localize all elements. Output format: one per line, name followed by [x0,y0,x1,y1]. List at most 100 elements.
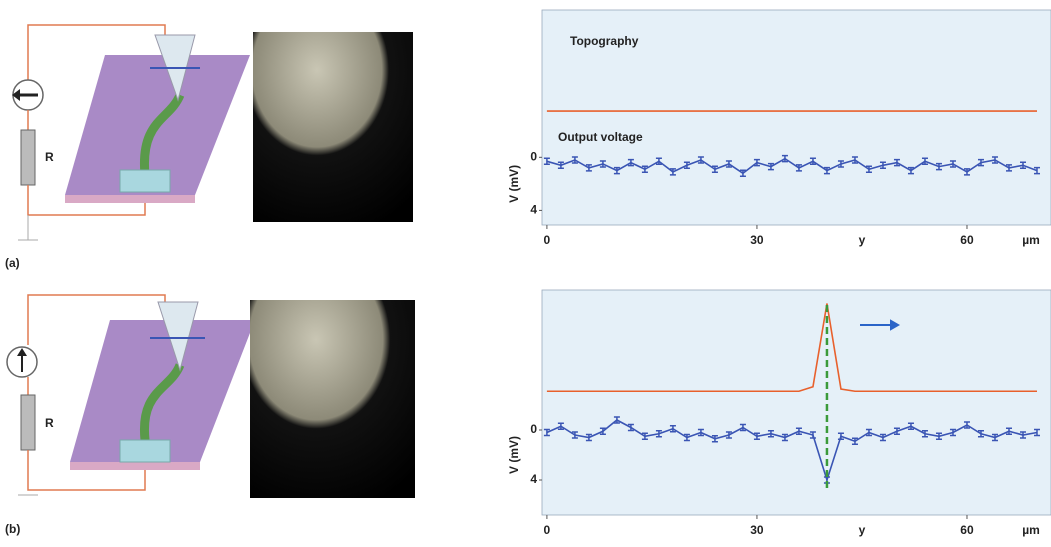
x-tick-label: 0 [544,523,551,537]
point [725,160,732,168]
point [557,422,564,430]
point [893,427,900,435]
y-tick-label: 0 [530,422,537,436]
point [571,156,578,164]
point [767,162,774,171]
x-tick-label: 60 [960,233,974,247]
x-axis-unit: µm [1022,233,1040,247]
point [599,160,606,168]
point [753,432,760,440]
point [795,164,802,172]
point [767,430,774,438]
point [697,156,704,164]
photo-a [253,32,413,222]
annotation: Output voltage [558,130,643,144]
point [949,428,956,437]
point [641,432,648,440]
resistor-label: R [45,150,54,164]
point [991,433,998,442]
point [1034,428,1040,437]
point [907,422,914,430]
series-line [546,303,1037,393]
point [781,154,788,163]
point [949,160,956,168]
schematic-b: R (b) [5,294,255,536]
point [627,423,634,432]
annotation: Topography [570,34,639,48]
point [571,431,578,439]
point [627,158,634,167]
point [753,158,760,167]
point [1005,427,1012,435]
point [781,433,788,442]
point [851,437,858,445]
point [543,157,550,166]
point [585,433,592,442]
point [739,423,746,432]
point [1019,431,1026,439]
x-tick-label: 0 [544,233,551,247]
point [823,166,830,175]
plot-area [541,289,1051,516]
point [851,156,858,164]
point [963,421,970,429]
point [613,166,620,175]
series-line [546,157,1038,175]
point [1034,166,1040,175]
y-tick-label: 0 [530,149,537,163]
point [893,158,900,167]
point [683,433,690,442]
resistor-label: R [45,416,54,430]
panel-label: (b) [5,522,20,536]
point [795,427,802,435]
point [725,431,732,439]
x-tick-label: 30 [750,523,764,537]
point [977,158,984,167]
point [977,430,984,438]
point [585,164,592,172]
point [669,425,676,433]
point [879,161,886,170]
point [865,165,872,174]
y-axis-label: V (mV) [507,165,521,203]
x-tick-label: 60 [960,523,974,537]
point [809,157,816,166]
point [655,430,662,438]
point [935,432,942,440]
point [683,161,690,170]
point [921,157,928,166]
plot-area [541,9,1051,226]
direction-arrow [860,319,901,331]
point [809,431,816,439]
x-axis-label: y [859,233,866,247]
point [963,168,970,176]
panel-label: (a) [5,256,20,270]
point [935,162,942,171]
x-tick-label: 30 [750,233,764,247]
point [907,166,914,175]
point [739,169,746,177]
point [1019,161,1026,170]
point [837,432,844,440]
y-axis-label: V (mV) [507,436,521,474]
point [599,427,606,435]
y-tick-label: 4 [530,203,537,217]
point [1005,164,1012,172]
point [711,435,718,443]
point [543,428,550,437]
x-axis-label: y [859,523,866,537]
point [991,156,998,164]
point [865,428,872,437]
point [837,160,844,168]
point [879,433,886,442]
point [655,157,662,166]
photo-b [250,300,415,498]
point [557,161,564,170]
y-tick-label: 4 [530,472,537,486]
point [711,165,718,174]
point [613,416,620,424]
point [669,168,676,176]
x-axis-unit: µm [1022,523,1040,537]
series-line [546,419,1038,483]
